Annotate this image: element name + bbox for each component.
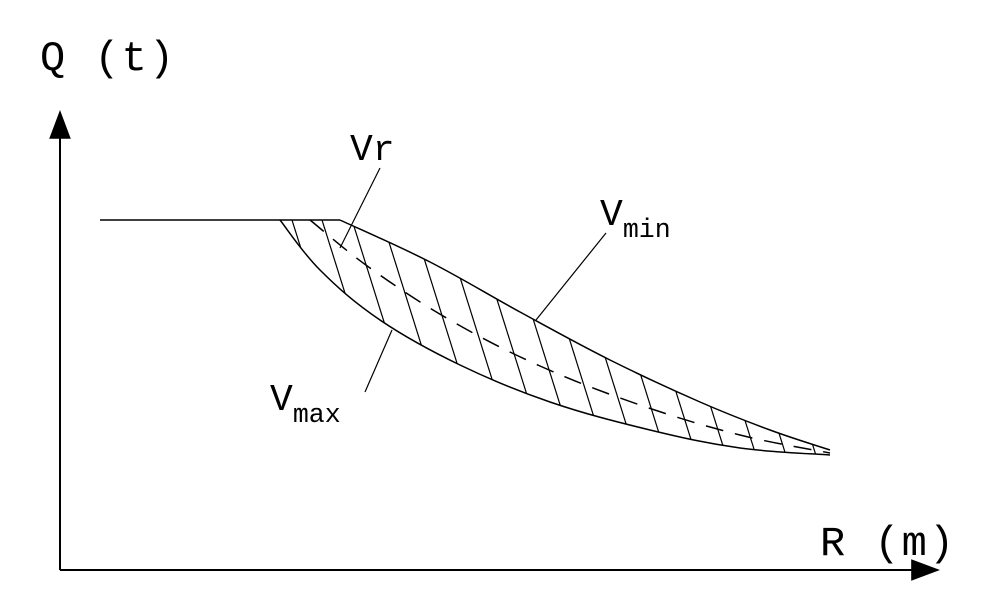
vmax-label: Vmax <box>270 379 341 430</box>
hatch-fill <box>240 150 860 500</box>
qr-envelope-chart: Q (t) R (m) Vr Vmin Vmax <box>0 0 1000 608</box>
vmin-curve <box>340 220 830 450</box>
x-axis-label: R (m) <box>820 520 956 568</box>
vmin-label: Vmin <box>600 194 671 245</box>
vmin-leader-line <box>536 233 606 320</box>
axes <box>49 110 940 581</box>
vr-curve <box>310 220 830 453</box>
vr-label: Vr <box>350 129 394 172</box>
y-axis-label: Q (t) <box>40 35 176 83</box>
vmax-leader-line <box>365 330 392 392</box>
